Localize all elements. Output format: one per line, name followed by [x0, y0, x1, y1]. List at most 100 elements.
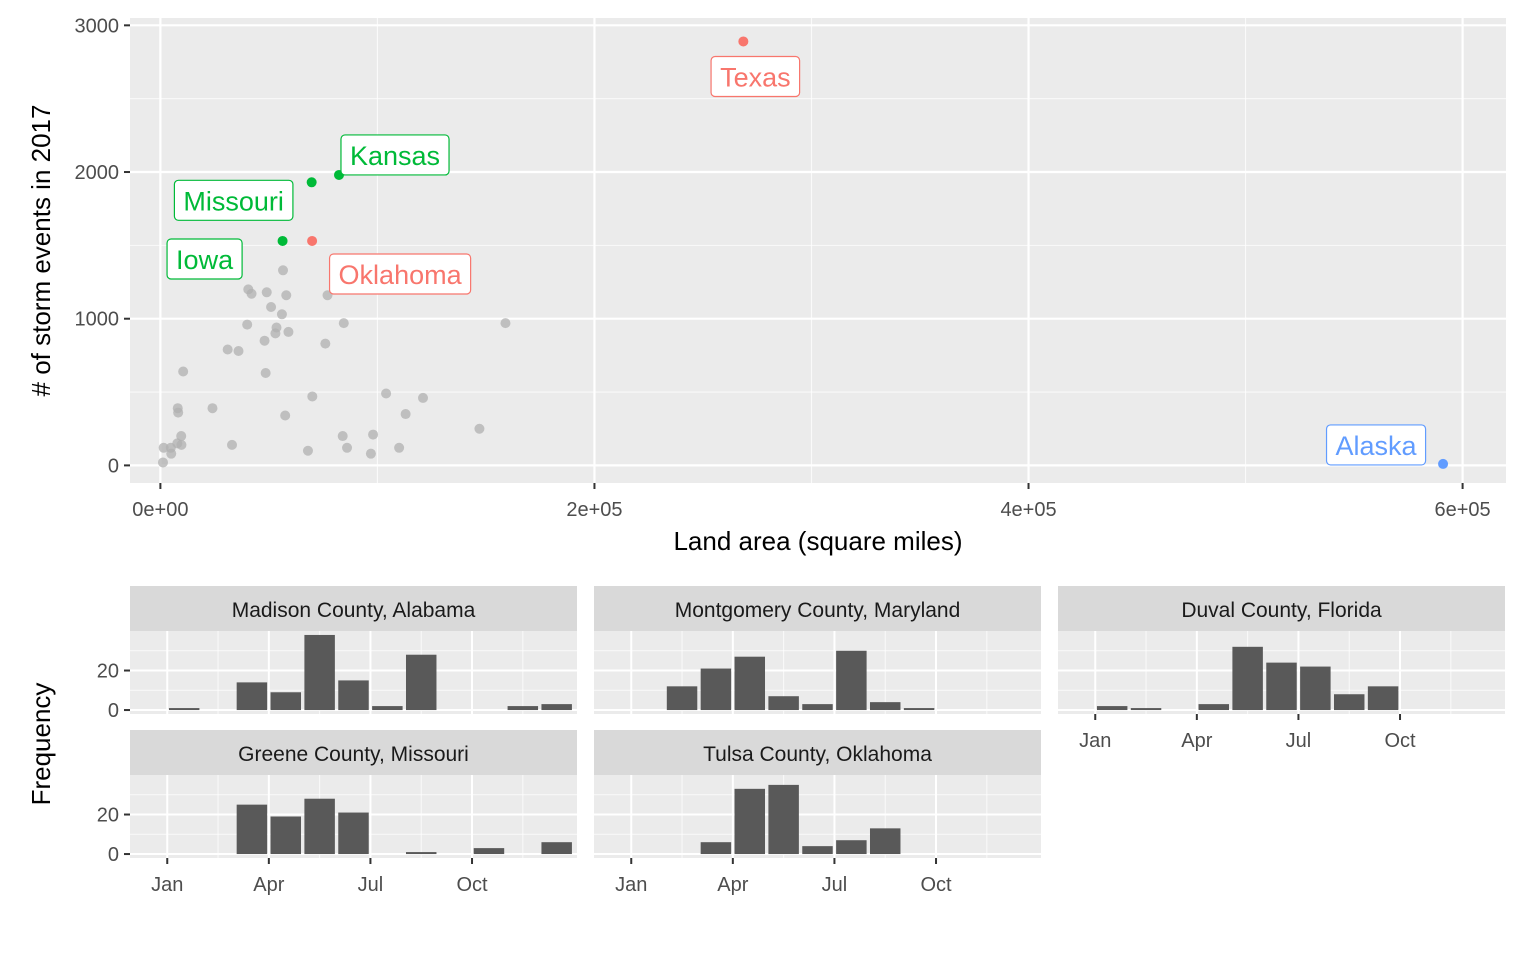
scatter-label-box — [340, 134, 450, 176]
scatter-point — [259, 335, 270, 346]
scatter-point-labels: Texas Kansas Missouri Iowa Oklahoma Alaska — [166, 55, 1427, 466]
scatter-y-tick-label: 2000 — [75, 162, 120, 184]
histogram-bar-6 — [802, 704, 833, 711]
scatter-point — [158, 442, 169, 453]
facet-montgomery-county-maryland: Montgomery County, Maryland — [594, 586, 1041, 714]
scatter-point — [365, 448, 376, 459]
histogram-bar-3 — [236, 804, 268, 855]
scatter-gridlines — [130, 18, 1506, 483]
facet-panel-background — [594, 775, 1041, 858]
scatter-point — [283, 326, 294, 337]
scatter-point — [400, 409, 411, 420]
scatter-label-text: Iowa — [176, 245, 234, 275]
histogram-bar-4 — [734, 656, 766, 711]
scatter-label-text: Alaska — [1336, 431, 1418, 461]
scatter-x-tick-label: 0e+00 — [132, 499, 188, 521]
scatter-point — [320, 338, 331, 349]
histogram-bar-9 — [1367, 686, 1399, 711]
scatter-point — [417, 392, 428, 403]
scatter-points — [157, 36, 1449, 469]
scatter-plot: 0e+00 2e+05 4e+05 6e+05 0 1000 2000 3000 Texas K… — [26, 15, 1506, 556]
histogram-y-axis-title: Frequency — [26, 683, 56, 806]
histogram-bar-5 — [304, 634, 335, 711]
histogram-bar-1 — [168, 708, 200, 711]
histogram-bar-7 — [1300, 666, 1331, 711]
scatter-point — [246, 288, 257, 299]
scatter-y-tick-label: 3000 — [75, 15, 120, 37]
scatter-point — [260, 367, 271, 378]
facet-strip — [594, 730, 1041, 775]
monthly-histogram-facets: Madison County, Alabama 0 20 Montgomery Cou… — [97, 586, 1505, 896]
scatter-x-axis-title: Land area (square miles) — [673, 526, 962, 556]
scatter-y-axis-title: # of storm events in 2017 — [26, 105, 56, 397]
facet-madison-county-alabama: Madison County, Alabama 0 20 — [97, 586, 577, 722]
facet-strip — [1058, 586, 1505, 631]
scatter-point-texas — [738, 36, 749, 47]
histogram-bar-6 — [802, 846, 833, 855]
histogram-bar-6 — [1266, 662, 1297, 711]
scatter-label-iowa: Iowa — [166, 238, 243, 280]
scatter-point — [337, 431, 348, 442]
histogram-bar-6 — [338, 680, 369, 711]
scatter-point — [242, 319, 253, 330]
histogram-bar-2 — [666, 686, 698, 711]
histogram-bar-3 — [700, 668, 732, 711]
histogram-bar-9 — [903, 708, 935, 711]
scatter-panel-background — [130, 18, 1506, 483]
scatter-label-box — [328, 253, 472, 295]
scatter-label-text: Missouri — [183, 186, 284, 216]
scatter-point — [173, 407, 184, 418]
histogram-bar-3 — [236, 682, 268, 711]
histogram-bar-8 — [405, 852, 437, 855]
facet-x-tick-label: Apr — [717, 874, 748, 896]
facet-strip-title: Madison County, Alabama — [232, 599, 476, 622]
scatter-label-text: Texas — [720, 62, 791, 92]
histogram-bar-12 — [541, 842, 572, 855]
scatter-point — [338, 318, 349, 329]
facet-y-tick-label: 0 — [108, 700, 119, 722]
scatter-point — [342, 442, 353, 453]
histogram-bar-10 — [473, 848, 505, 855]
facet-x-tick-label: Apr — [1181, 730, 1212, 752]
facet-strip — [594, 586, 1041, 631]
scatter-point — [178, 366, 189, 377]
facet-x-tick-label: Oct — [920, 874, 952, 896]
histogram-bar-12 — [541, 704, 572, 711]
scatter-point — [474, 423, 485, 434]
histogram-bar-8 — [405, 654, 437, 711]
scatter-point — [222, 344, 233, 355]
histogram-bar-7 — [372, 706, 403, 711]
scatter-point — [394, 442, 405, 453]
scatter-axis-ticks: 0e+00 2e+05 4e+05 6e+05 0 1000 2000 3000 — [75, 15, 1491, 521]
histogram-bar-4 — [270, 692, 302, 711]
scatter-y-tick-label: 0 — [108, 455, 119, 477]
scatter-point — [176, 439, 187, 450]
facet-x-tick-label: Jul — [822, 874, 848, 896]
scatter-point-oklahoma — [307, 235, 318, 246]
scatter-point — [307, 391, 318, 402]
histogram-bar-5 — [768, 696, 799, 711]
scatter-point — [166, 448, 177, 459]
scatter-point — [271, 322, 282, 333]
scatter-point — [281, 290, 292, 301]
histogram-bar-11 — [507, 706, 539, 711]
scatter-point — [368, 429, 379, 440]
scatter-point — [157, 457, 168, 468]
facet-x-tick-label: Jan — [615, 874, 647, 896]
scatter-label-texas: Texas — [710, 55, 801, 98]
facet-greene-county-missouri: Greene County, Missouri 0 20 Jan Apr Jul Oct — [97, 730, 577, 896]
facet-y-tick-label: 20 — [97, 661, 119, 683]
histogram-bar-4 — [1198, 704, 1230, 711]
scatter-point — [278, 265, 289, 276]
scatter-label-kansas: Kansas — [340, 134, 450, 176]
scatter-label-box — [710, 55, 801, 98]
histogram-bar-5 — [1232, 646, 1263, 711]
scatter-label-missouri: Missouri — [173, 179, 294, 221]
facet-x-tick-label: Jan — [1079, 730, 1111, 752]
scatter-label-text: Oklahoma — [339, 260, 463, 290]
facet-y-tick-label: 20 — [97, 805, 119, 827]
scatter-point — [280, 410, 291, 421]
scatter-label-alaska: Alaska — [1325, 424, 1427, 466]
histogram-bar-8 — [869, 702, 901, 711]
scatter-point-iowa — [277, 235, 288, 246]
